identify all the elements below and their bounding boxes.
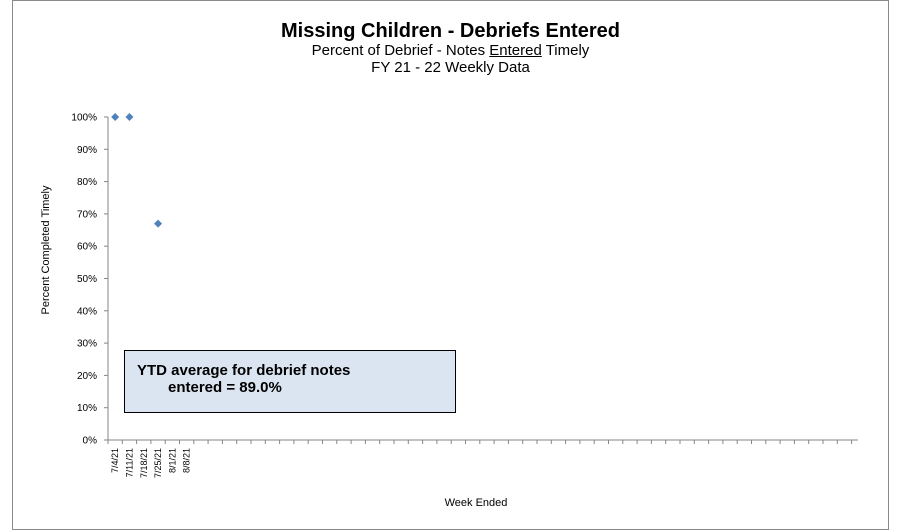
x-tick-label: 7/11/21	[124, 448, 134, 477]
chart-subtitle-underlined: Entered	[489, 42, 542, 59]
x-tick-label: 8/8/21	[182, 448, 192, 473]
y-tick-label: 0%	[83, 436, 98, 447]
data-point	[154, 219, 163, 228]
data-point	[111, 113, 120, 121]
y-tick-label: 100%	[71, 113, 97, 124]
y-tick-label: 40%	[77, 306, 97, 317]
chart-subtitle-post: Timely	[541, 42, 590, 59]
y-tick-label: 10%	[77, 403, 97, 414]
y-tick-label: 20%	[77, 371, 97, 382]
chart-title-block: Missing Children - Debriefs Entered Perc…	[0, 20, 901, 76]
x-tick-label: 8/1/21	[167, 448, 177, 473]
y-tick-label: 70%	[77, 209, 97, 220]
y-tick-label: 80%	[77, 177, 97, 188]
ytd-average-note: YTD average for debrief notes entered = …	[124, 350, 456, 413]
chart-plot: 0% 10% 20% 30% 40% 50% 60% 70% 80% 90% 100% 7/4/21 7…	[71, 113, 858, 478]
y-axis-label: Percent Completed Timely	[40, 185, 52, 315]
chart-subtitle-pre: Percent of Debrief - Notes	[311, 42, 490, 59]
x-tick-label: 7/4/21	[110, 448, 120, 473]
ytd-average-line1: YTD average for debrief notes	[137, 362, 351, 379]
x-tick-label: 7/25/21	[153, 448, 163, 478]
chart-subtitle: Percent of Debrief - Notes Entered Timel…	[0, 42, 901, 59]
x-axis-label: Week Ended	[444, 497, 508, 509]
y-tick-label: 60%	[77, 242, 97, 253]
y-tick-label: 90%	[77, 145, 97, 156]
data-point	[125, 113, 134, 121]
chart-title: Missing Children - Debriefs Entered	[281, 20, 620, 42]
y-tick-label: 30%	[77, 339, 97, 350]
chart-subtitle-2: FY 21 - 22 Weekly Data	[371, 59, 530, 76]
x-tick-label: 7/18/21	[139, 448, 149, 478]
ytd-average-line2: entered = 89.0%	[168, 379, 282, 396]
y-tick-label: 50%	[77, 274, 97, 285]
